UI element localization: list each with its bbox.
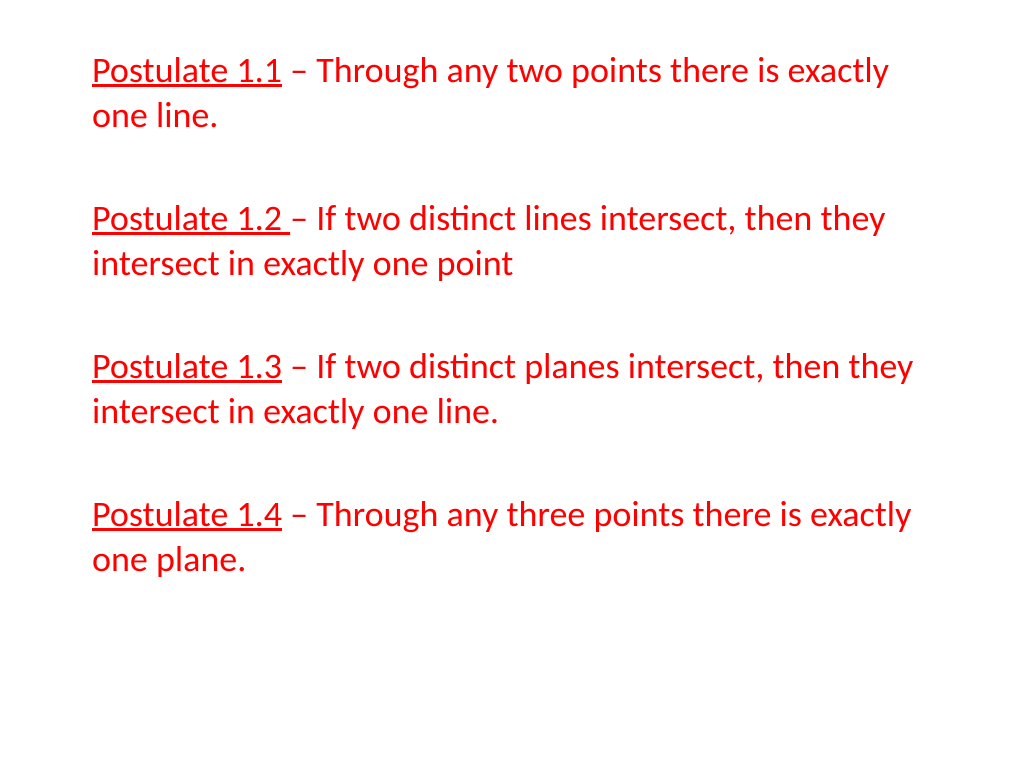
postulate-text: Postulate 1.4 – Through any three points… — [92, 492, 952, 582]
postulate-label: Postulate 1.4 — [92, 492, 282, 536]
postulate-separator: – — [290, 196, 316, 240]
postulate-label: Postulate 1.3 — [92, 344, 282, 388]
postulate-separator: – — [282, 48, 316, 92]
postulate-separator: – — [282, 492, 316, 536]
slide-content: Postulate 1.1 – Through any two points t… — [0, 0, 1024, 768]
postulate-block: Postulate 1.1 – Through any two points t… — [92, 48, 952, 138]
postulate-block: Postulate 1.4 – Through any three points… — [92, 492, 952, 582]
postulate-separator: – — [282, 344, 316, 388]
postulate-text: Postulate 1.3 – If two distinct planes i… — [92, 344, 952, 434]
postulate-text: Postulate 1.2 – If two distinct lines in… — [92, 196, 952, 286]
postulate-label: Postulate 1.2 — [92, 196, 290, 240]
postulate-label: Postulate 1.1 — [92, 48, 282, 92]
postulate-block: Postulate 1.3 – If two distinct planes i… — [92, 344, 952, 434]
postulate-text: Postulate 1.1 – Through any two points t… — [92, 48, 952, 138]
postulate-block: Postulate 1.2 – If two distinct lines in… — [92, 196, 952, 286]
